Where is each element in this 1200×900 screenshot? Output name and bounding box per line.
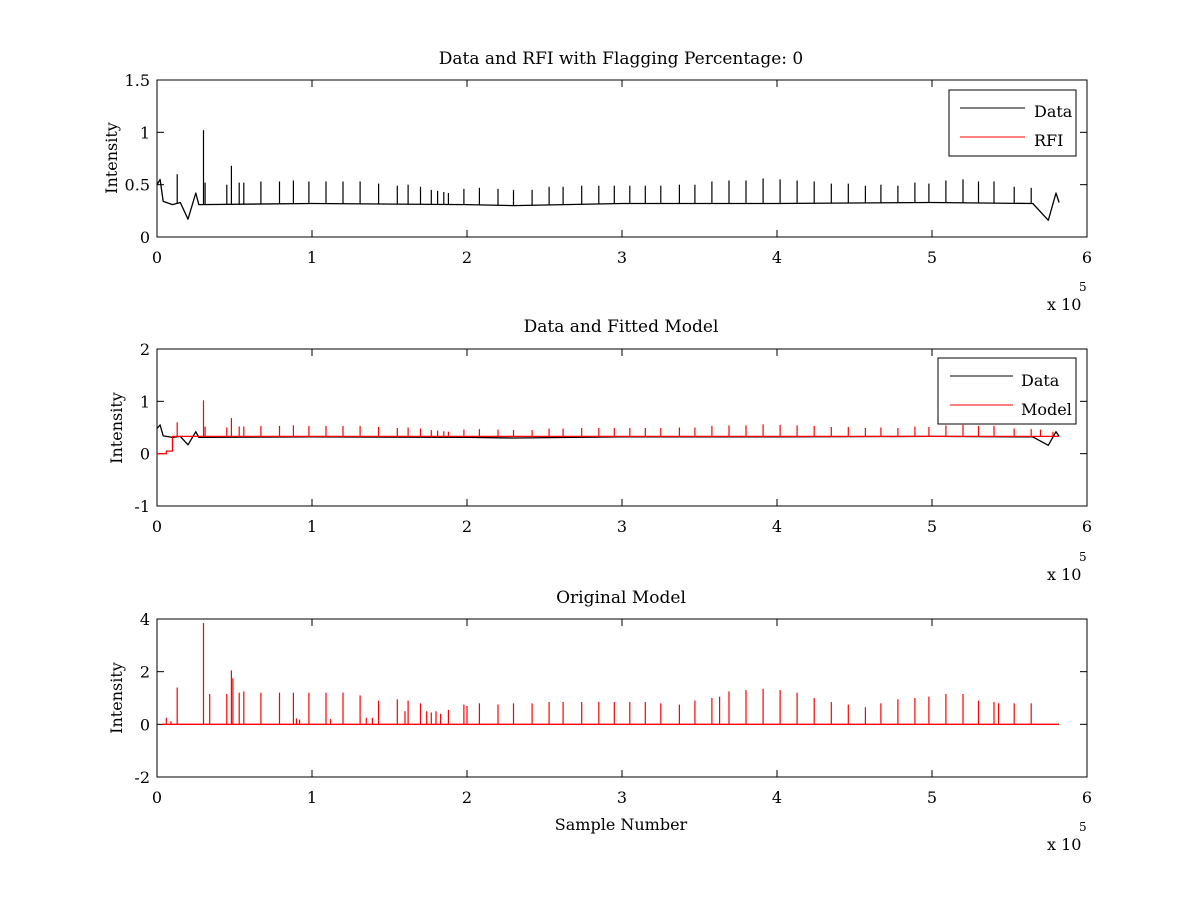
- x-axis-label: Sample Number: [555, 815, 688, 834]
- legend-label-data: Data: [1034, 102, 1073, 121]
- y-tick-label: -1: [134, 497, 150, 516]
- y-tick-label: 2: [140, 663, 150, 682]
- legend: Data RFI: [948, 89, 1077, 157]
- x-tick-label: 5: [927, 248, 937, 267]
- x-tick-label: 2: [462, 517, 472, 536]
- subplot-title: Data and RFI with Flagging Percentage: 0: [439, 49, 803, 69]
- y-tick-label: 4: [140, 610, 150, 629]
- y-tick-label: 0: [140, 715, 150, 734]
- x-tick-label: 0: [152, 788, 162, 807]
- y-tick-label: 0.5: [125, 176, 150, 195]
- x-tick-label: 5: [927, 788, 937, 807]
- legend-label-rfi: RFI: [1034, 131, 1063, 150]
- x-tick-label: 3: [617, 248, 627, 267]
- x-tick-label: 6: [1082, 788, 1092, 807]
- x-tick-label: 2: [462, 788, 472, 807]
- legend-label-model: Model: [1021, 400, 1072, 419]
- x-tick-label: 4: [772, 517, 782, 536]
- x-tick-label: 5: [927, 517, 937, 536]
- y-tick-label: 0: [140, 228, 150, 247]
- subplot-title: Original Model: [556, 588, 686, 608]
- subplot-title: Data and Fitted Model: [524, 317, 719, 337]
- series-model-line: [157, 435, 1060, 455]
- x-scale-note: x 10: [1047, 565, 1081, 584]
- y-tick-label: 1: [140, 123, 150, 142]
- y-tick-label: 2: [140, 340, 150, 359]
- x-tick-label: 4: [772, 788, 782, 807]
- x-tick-label: 3: [617, 517, 627, 536]
- series-data-line: [156, 178, 1060, 221]
- x-tick-label: 4: [772, 248, 782, 267]
- legend-label-data: Data: [1021, 371, 1060, 390]
- plot-area: 0 1 2 3 4 5 6 0 0.5 1 1.5: [125, 71, 1093, 267]
- legend-box: [937, 357, 1077, 425]
- y-tick-label: -2: [134, 768, 150, 787]
- x-scale-note: x 10: [1047, 295, 1081, 314]
- x-tick-label: 6: [1082, 248, 1092, 267]
- legend: Data Model: [937, 357, 1077, 425]
- subplot-data-fitted-model: Data and Fitted Model Intensity 0 1 2 3 4 5 6 -…: [107, 317, 1092, 584]
- x-tick-label: 1: [307, 248, 317, 267]
- y-axis-label: Intensity: [107, 662, 126, 734]
- y-tick-label: 0: [140, 445, 150, 464]
- x-tick-label: 2: [462, 248, 472, 267]
- legend-box: [948, 89, 1077, 157]
- x-scale-exponent: 5: [1079, 820, 1087, 834]
- x-tick-label: 3: [617, 788, 627, 807]
- subplot-data-rfi: Data and RFI with Flagging Percentage: 0…: [102, 49, 1092, 314]
- x-tick-label: 0: [152, 248, 162, 267]
- x-scale-note: x 10: [1047, 835, 1081, 854]
- y-axis-label: Intensity: [107, 392, 126, 464]
- y-tick-label: 1.5: [125, 71, 150, 90]
- series-data-line: [156, 424, 1060, 446]
- x-scale-exponent: 5: [1079, 280, 1087, 294]
- y-axis-label: Intensity: [102, 122, 121, 194]
- x-scale-exponent: 5: [1079, 550, 1087, 564]
- x-tick-label: 1: [307, 517, 317, 536]
- x-tick-label: 1: [307, 788, 317, 807]
- y-tick-label: 1: [140, 392, 150, 411]
- x-tick-label: 6: [1082, 517, 1092, 536]
- x-tick-label: 0: [152, 517, 162, 536]
